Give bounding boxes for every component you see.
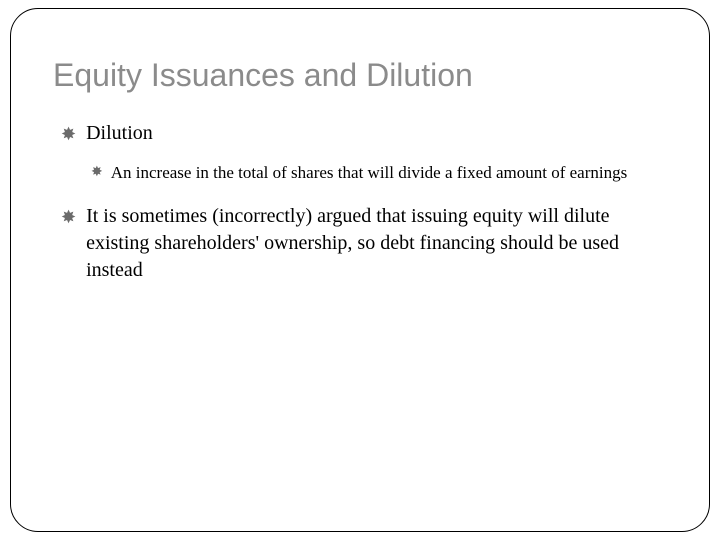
bullet-marker-icon: ✸ [61,205,76,230]
bullet-text: It is sometimes (incorrectly) argued tha… [86,203,667,284]
bullet-sub-text: An increase in the total of shares that … [111,161,627,185]
slide-title: Equity Issuances and Dilution [53,57,667,94]
bullet-marker-icon: ✸ [61,122,76,147]
bullet-sub-item: ✸ An increase in the total of shares tha… [91,161,667,185]
bullet-item: ✸ It is sometimes (incorrectly) argued t… [61,203,667,284]
slide-frame: Equity Issuances and Dilution ✸ Dilution… [10,8,710,532]
bullet-text: Dilution [86,120,153,147]
bullet-item: ✸ Dilution [61,120,667,147]
bullet-marker-icon: ✸ [91,162,103,183]
